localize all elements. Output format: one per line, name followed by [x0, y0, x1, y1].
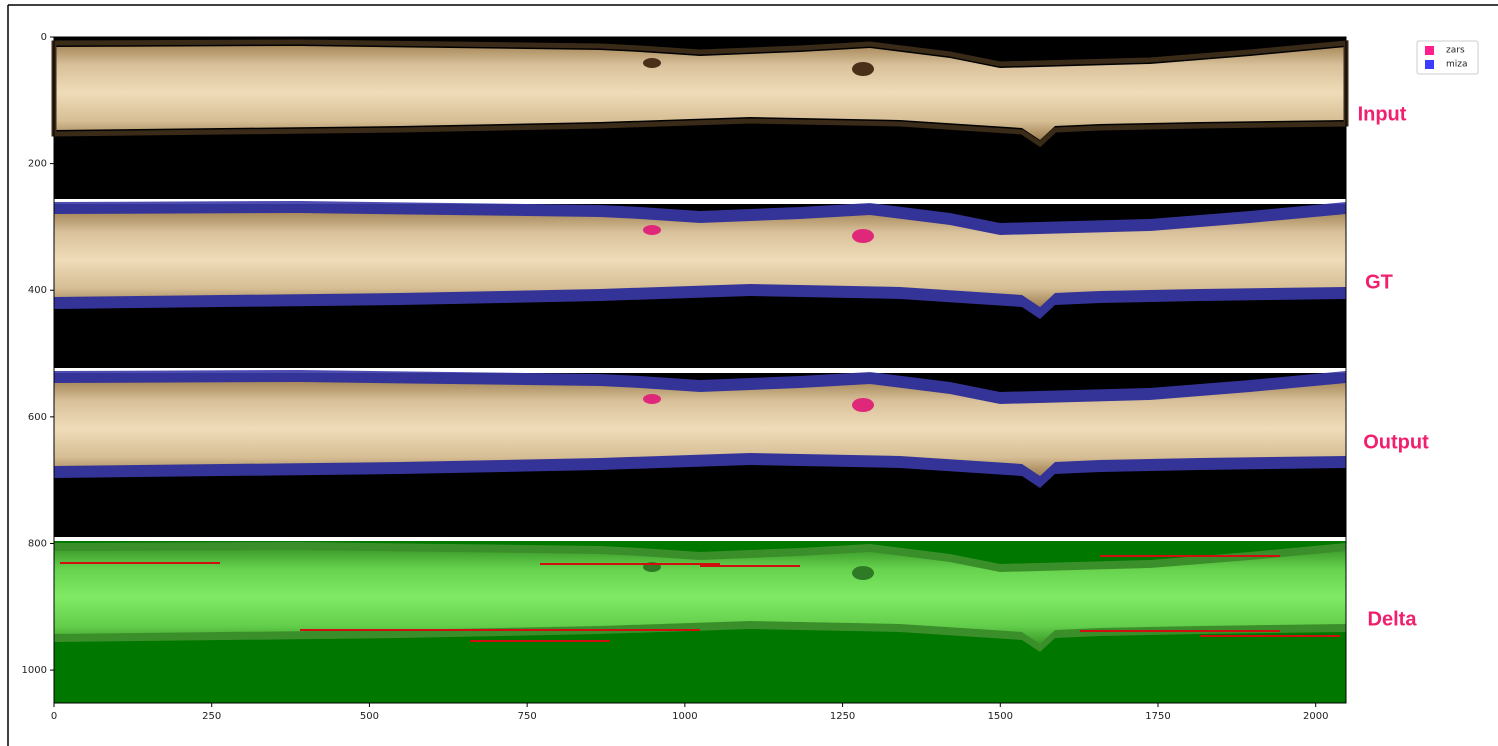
knot [852, 229, 874, 243]
panel-label: Delta [1368, 608, 1418, 630]
knot [852, 62, 874, 76]
knot [852, 398, 874, 412]
legend-swatch [1425, 46, 1434, 55]
board [54, 213, 1346, 307]
x-tick-label: 1250 [830, 711, 855, 722]
panel-label: Input [1358, 103, 1407, 125]
knot [852, 566, 874, 580]
board [54, 382, 1346, 476]
x-tick-label: 1000 [672, 711, 697, 722]
image-area [51, 36, 1349, 704]
y-tick-label: 800 [28, 538, 47, 549]
y-tick-label: 200 [28, 159, 47, 170]
knot [643, 394, 661, 404]
panel-label: Output [1363, 431, 1429, 453]
y-tick-label: 400 [28, 285, 47, 296]
board [54, 46, 1346, 140]
legend-text: zars [1446, 46, 1465, 56]
x-tick-label: 2000 [1303, 711, 1328, 722]
x-tick-label: 500 [360, 711, 379, 722]
axes-frame [53, 36, 1347, 704]
knot [643, 58, 661, 68]
x-tick-label: 750 [518, 711, 537, 722]
x-tick-label: 1500 [988, 711, 1013, 722]
y-tick-label: 1000 [22, 665, 47, 676]
panel-label: GT [1365, 271, 1393, 293]
board [54, 550, 1346, 644]
y-tick-label: 600 [28, 412, 47, 423]
knot [643, 225, 661, 235]
x-tick-label: 0 [51, 711, 57, 722]
legend-text: miza [1446, 60, 1468, 70]
legend-swatch [1425, 60, 1434, 69]
x-tick-label: 250 [202, 711, 221, 722]
x-tick-label: 1750 [1145, 711, 1170, 722]
y-tick-label: 0 [41, 32, 47, 43]
